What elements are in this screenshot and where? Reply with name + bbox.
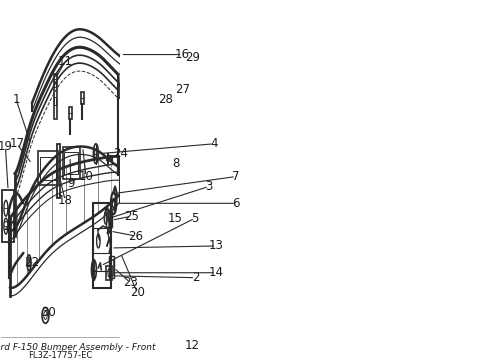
Text: 30: 30 <box>41 306 56 319</box>
Text: 17: 17 <box>9 137 24 150</box>
Text: 11: 11 <box>58 55 73 68</box>
Text: 23: 23 <box>122 276 138 289</box>
Text: 9: 9 <box>67 177 74 190</box>
Bar <box>110 260 113 274</box>
Bar <box>119 84 124 98</box>
Text: 18: 18 <box>58 194 72 207</box>
Text: 28: 28 <box>158 93 173 106</box>
Bar <box>38 151 58 185</box>
Bar <box>54 75 57 119</box>
Text: 2: 2 <box>191 271 199 284</box>
Bar <box>68 107 71 119</box>
Bar <box>54 97 56 105</box>
Bar <box>62 147 80 179</box>
Text: 29: 29 <box>185 51 200 64</box>
Text: 19: 19 <box>0 140 13 153</box>
Text: 25: 25 <box>124 210 139 223</box>
Text: FL3Z-17757-EC: FL3Z-17757-EC <box>28 351 92 360</box>
Text: 27: 27 <box>175 83 189 96</box>
Bar <box>109 256 114 278</box>
Text: 13: 13 <box>208 239 224 252</box>
Bar <box>81 92 83 104</box>
Text: 1: 1 <box>12 93 20 106</box>
Text: 6: 6 <box>232 197 239 210</box>
Bar <box>93 203 110 288</box>
Text: 21: 21 <box>3 220 19 233</box>
Text: 2016 Ford F-150 Bumper Assembly - Front: 2016 Ford F-150 Bumper Assembly - Front <box>0 343 155 352</box>
Text: 26: 26 <box>128 230 143 243</box>
Text: 14: 14 <box>208 266 223 279</box>
Bar <box>106 213 111 227</box>
Text: 20: 20 <box>129 286 144 299</box>
Text: 4: 4 <box>210 137 217 150</box>
Text: 8: 8 <box>171 157 179 170</box>
Text: 24: 24 <box>113 147 128 160</box>
Bar <box>2 190 14 242</box>
Bar <box>145 266 162 314</box>
Text: 16: 16 <box>175 48 189 61</box>
Text: 15: 15 <box>168 212 183 225</box>
Text: 22: 22 <box>24 256 40 269</box>
Bar <box>64 152 78 174</box>
Bar <box>54 79 56 87</box>
Text: 5: 5 <box>191 212 198 225</box>
Bar <box>40 157 56 180</box>
Text: 3: 3 <box>205 180 212 193</box>
Bar <box>57 144 61 198</box>
Bar <box>106 266 111 280</box>
Text: 10: 10 <box>79 170 93 183</box>
Text: 12: 12 <box>184 339 200 352</box>
Text: 7: 7 <box>232 170 239 183</box>
